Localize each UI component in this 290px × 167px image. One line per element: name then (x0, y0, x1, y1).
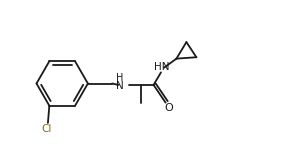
Text: N: N (116, 81, 124, 91)
Text: H: H (117, 73, 124, 83)
Text: O: O (165, 103, 173, 113)
Text: Cl: Cl (41, 124, 52, 134)
Text: HN: HN (154, 62, 169, 72)
